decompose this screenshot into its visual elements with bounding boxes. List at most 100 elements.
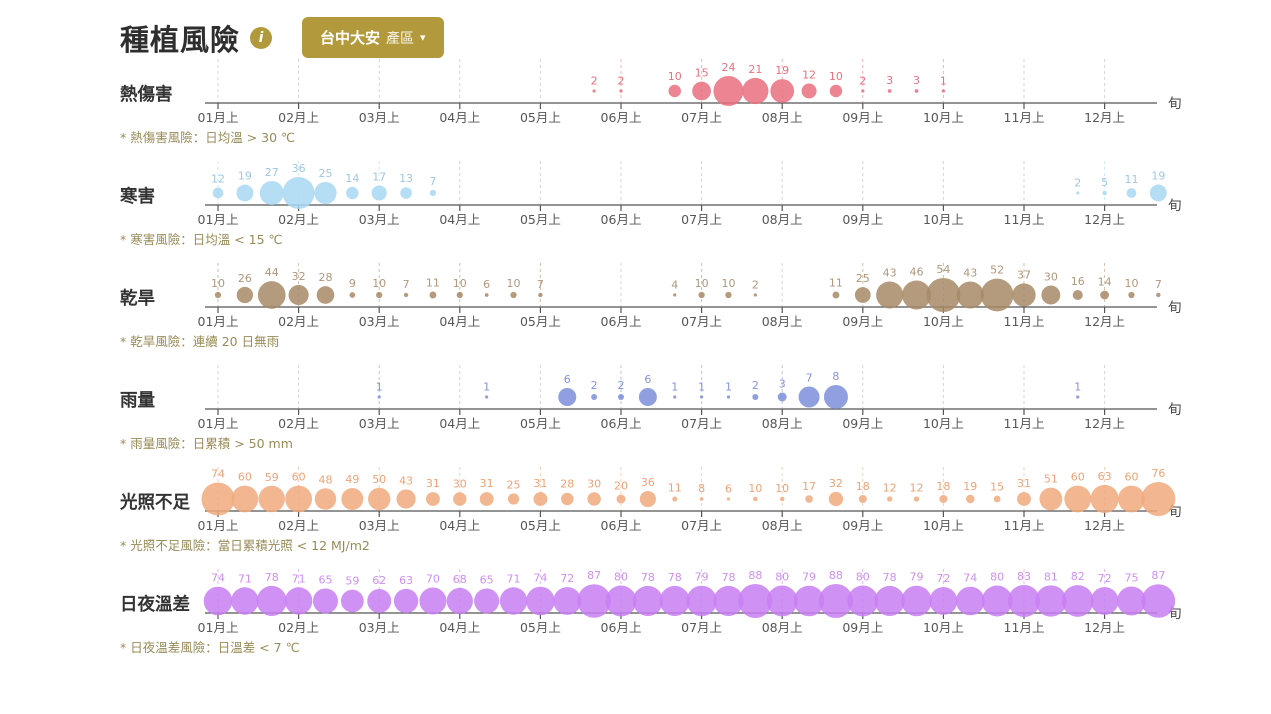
bubble-drought-02下[interactable] xyxy=(349,292,356,298)
bubble-heat-damage-05下[interactable] xyxy=(592,89,596,93)
bubble-day-night-temp-diff-07上[interactable] xyxy=(686,585,717,617)
bubble-day-night-temp-diff-01中[interactable] xyxy=(231,587,259,615)
bubble-day-night-temp-diff-09下[interactable] xyxy=(901,585,932,617)
bubble-insufficient-light-05中[interactable] xyxy=(561,492,574,506)
bubble-drought-11下[interactable] xyxy=(1072,289,1083,301)
bubble-drought-03上[interactable] xyxy=(376,291,383,299)
bubble-drought-10中[interactable] xyxy=(956,281,984,309)
bubble-day-night-temp-diff-03中[interactable] xyxy=(393,588,419,614)
bubble-day-night-temp-diff-08上[interactable] xyxy=(766,585,798,617)
bubble-insufficient-light-09中[interactable] xyxy=(886,496,893,502)
bubble-insufficient-light-06中[interactable] xyxy=(639,490,656,508)
bubble-cold-damage-02下[interactable] xyxy=(346,186,359,200)
bubble-rainfall-05中[interactable] xyxy=(558,388,577,406)
bubble-drought-09上[interactable] xyxy=(854,287,871,303)
bubble-drought-10上[interactable] xyxy=(926,278,961,312)
bubble-insufficient-light-05下[interactable] xyxy=(587,492,601,506)
bubble-drought-01上[interactable] xyxy=(214,291,222,299)
bubble-drought-04中[interactable] xyxy=(484,293,489,297)
bubble-insufficient-light-11下[interactable] xyxy=(1064,485,1092,513)
bubble-day-night-temp-diff-07中[interactable] xyxy=(713,585,744,617)
bubble-day-night-temp-diff-05中[interactable] xyxy=(553,587,582,615)
bubble-day-night-temp-diff-11下[interactable] xyxy=(1061,585,1094,617)
bubble-drought-09下[interactable] xyxy=(902,280,932,310)
bubble-cold-damage-02上[interactable] xyxy=(282,177,315,209)
bubble-day-night-temp-diff-12中[interactable] xyxy=(1116,586,1146,616)
bubble-day-night-temp-diff-10上[interactable] xyxy=(929,587,958,615)
bubble-insufficient-light-03上[interactable] xyxy=(368,487,391,511)
bubble-cold-damage-01中[interactable] xyxy=(236,184,254,202)
bubble-insufficient-light-08上[interactable] xyxy=(779,496,785,502)
bubble-day-night-temp-diff-07下[interactable] xyxy=(738,584,773,618)
bubble-insufficient-light-01下[interactable] xyxy=(258,485,285,513)
bubble-drought-07中[interactable] xyxy=(725,291,732,299)
bubble-insufficient-light-10上[interactable] xyxy=(939,494,948,504)
bubble-day-night-temp-diff-01下[interactable] xyxy=(256,585,287,617)
region-selector-button[interactable]: 台中大安 產區 ▾ xyxy=(302,17,444,58)
bubble-heat-damage-10上[interactable] xyxy=(941,89,946,93)
bubble-insufficient-light-07上[interactable] xyxy=(699,497,704,501)
bubble-day-night-temp-diff-06上[interactable] xyxy=(605,585,637,617)
bubble-insufficient-light-08下[interactable] xyxy=(828,491,844,507)
bubble-day-night-temp-diff-08中[interactable] xyxy=(793,585,825,617)
bubble-cold-damage-02中[interactable] xyxy=(314,181,337,205)
bubble-insufficient-light-11上[interactable] xyxy=(1017,492,1031,506)
bubble-cold-damage-03下[interactable] xyxy=(429,189,437,197)
bubble-drought-09中[interactable] xyxy=(876,281,904,309)
bubble-drought-10下[interactable] xyxy=(980,278,1014,312)
bubble-rainfall-08下[interactable] xyxy=(823,385,848,409)
bubble-cold-damage-01下[interactable] xyxy=(259,181,284,205)
bubble-cold-damage-12中[interactable] xyxy=(1126,188,1137,198)
bubble-insufficient-light-03下[interactable] xyxy=(425,492,440,506)
bubble-drought-02上[interactable] xyxy=(288,284,309,306)
bubble-rainfall-07中[interactable] xyxy=(726,395,731,399)
bubble-insufficient-light-07下[interactable] xyxy=(753,496,758,502)
bubble-rainfall-06上[interactable] xyxy=(618,394,624,400)
bubble-insufficient-light-07中[interactable] xyxy=(726,497,731,501)
bubble-day-night-temp-diff-10中[interactable] xyxy=(955,586,985,616)
bubble-heat-damage-07中[interactable] xyxy=(713,76,744,106)
bubble-day-night-temp-diff-04中[interactable] xyxy=(474,588,500,614)
bubble-day-night-temp-diff-09中[interactable] xyxy=(874,585,905,617)
bubble-day-night-temp-diff-08下[interactable] xyxy=(818,584,853,618)
bubble-cold-damage-12上[interactable] xyxy=(1102,190,1107,196)
bubble-rainfall-06中[interactable] xyxy=(638,388,657,406)
bubble-insufficient-light-01上[interactable] xyxy=(201,482,235,516)
bubble-drought-03中[interactable] xyxy=(403,292,409,298)
bubble-day-night-temp-diff-04下[interactable] xyxy=(499,587,528,615)
bubble-insufficient-light-02中[interactable] xyxy=(314,488,337,510)
bubble-cold-damage-12下[interactable] xyxy=(1149,184,1167,202)
bubble-insufficient-light-04下[interactable] xyxy=(507,493,520,505)
bubble-drought-01中[interactable] xyxy=(236,286,254,304)
bubble-insufficient-light-08中[interactable] xyxy=(805,495,813,503)
bubble-day-night-temp-diff-11上[interactable] xyxy=(1007,584,1041,618)
bubble-heat-damage-08中[interactable] xyxy=(801,83,817,99)
bubble-drought-11中[interactable] xyxy=(1041,285,1061,305)
bubble-day-night-temp-diff-01上[interactable] xyxy=(203,586,233,616)
bubble-day-night-temp-diff-04上[interactable] xyxy=(446,587,473,615)
bubble-insufficient-light-01中[interactable] xyxy=(231,485,259,513)
bubble-day-night-temp-diff-12下[interactable] xyxy=(1141,584,1176,618)
info-icon[interactable]: i xyxy=(250,26,273,49)
bubble-cold-damage-11下[interactable] xyxy=(1076,191,1080,195)
bubble-insufficient-light-04上[interactable] xyxy=(453,492,467,506)
bubble-drought-04上[interactable] xyxy=(456,291,463,299)
bubble-drought-03下[interactable] xyxy=(429,291,437,299)
bubble-day-night-temp-diff-06下[interactable] xyxy=(659,585,690,617)
bubble-heat-damage-09下[interactable] xyxy=(914,89,919,93)
bubble-rainfall-08中[interactable] xyxy=(798,386,820,408)
bubble-rainfall-07下[interactable] xyxy=(752,394,759,400)
bubble-day-night-temp-diff-03下[interactable] xyxy=(419,587,447,615)
bubble-heat-damage-07上[interactable] xyxy=(692,81,711,101)
bubble-drought-12中[interactable] xyxy=(1128,291,1135,299)
bubble-insufficient-light-10中[interactable] xyxy=(966,494,975,504)
bubble-insufficient-light-12上[interactable] xyxy=(1090,484,1119,514)
bubble-drought-01下[interactable] xyxy=(257,281,286,309)
bubble-day-night-temp-diff-05上[interactable] xyxy=(526,586,555,616)
bubble-day-night-temp-diff-02上[interactable] xyxy=(284,587,313,615)
bubble-rainfall-05下[interactable] xyxy=(591,394,598,400)
bubble-day-night-temp-diff-12上[interactable] xyxy=(1090,587,1119,615)
bubble-insufficient-light-10下[interactable] xyxy=(993,495,1001,503)
bubble-insufficient-light-09下[interactable] xyxy=(913,496,920,502)
bubble-insufficient-light-06下[interactable] xyxy=(672,496,678,502)
